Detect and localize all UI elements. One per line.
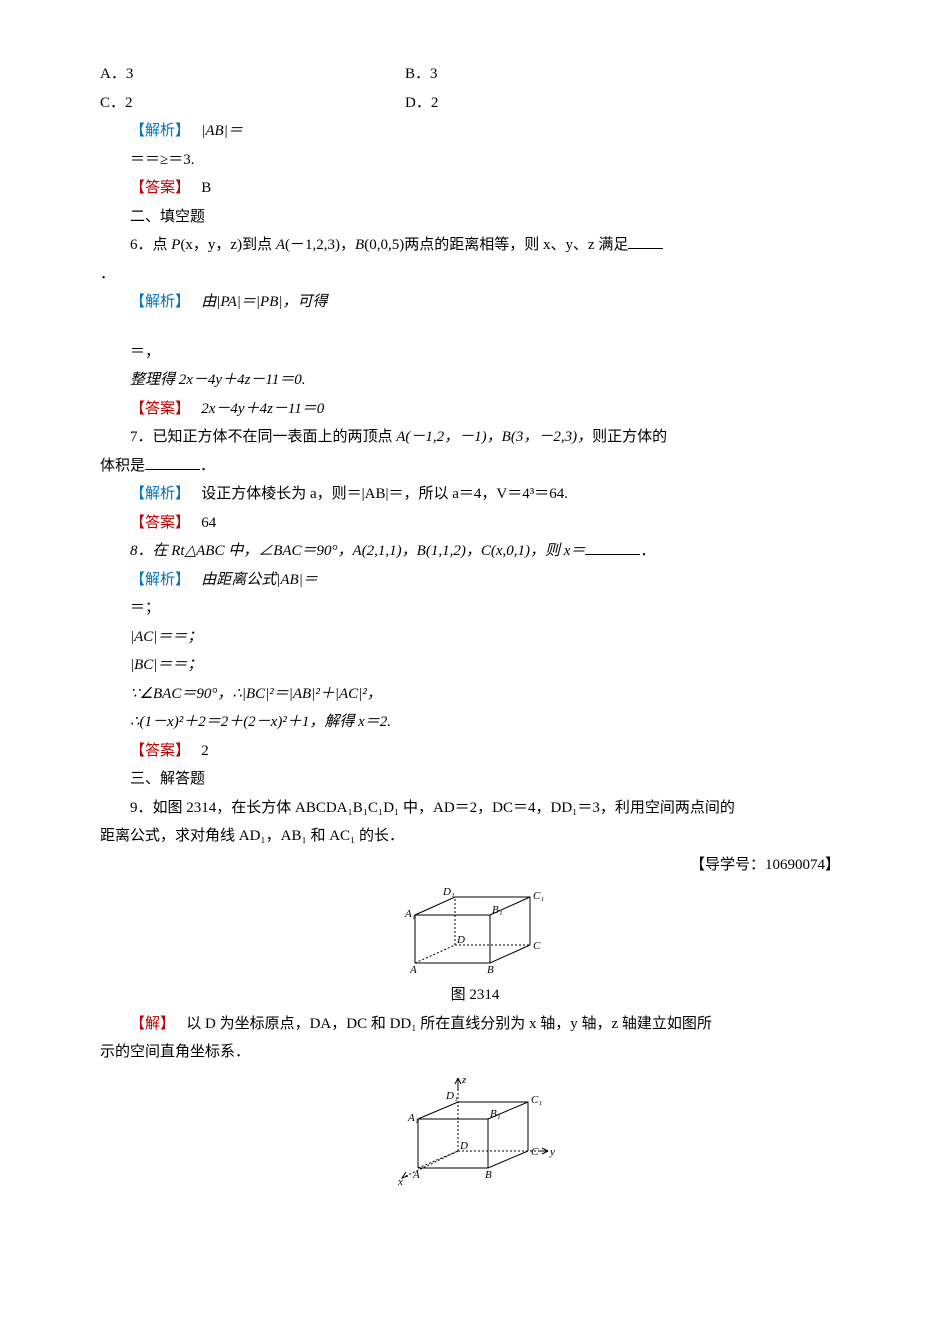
q6-argsa: (－1,2,3)， [285,237,355,253]
q8-a: 8．在 Rt△ABC 中，∠BAC＝90°，A(2,1,1)，B(1,1,2)，… [130,543,585,559]
q7-tail: ． [200,458,215,474]
q5-analysis-l2: ＝＝≥＝3. [100,146,850,175]
q7-l2: 体积是 [100,458,145,474]
q9-sol: 【解】 以 D 为坐标原点，DA，DC 和 DD₁ 所在直线分别为 x 轴，y … [100,1010,850,1039]
answer-label: 【答案】 [130,180,198,196]
q6-ans-lbl: 【答案】 [130,401,198,417]
q7-ans-lbl: 【答案】 [130,515,198,531]
q7-line2: 体积是 ． [100,452,850,481]
svg-text:D: D [456,934,465,946]
q7-ana: 【解析】 设正方体棱长为 a，则＝|AB|＝，所以 a＝4，V＝4³＝64. [100,480,850,509]
svg-text:C: C [533,940,541,952]
q8-ana-txt: 由距离公式|AB|＝ [201,572,318,588]
q6-argsb: (0,0,5) [364,237,404,253]
q8-l5: ∵∠BAC＝90°，∴|BC|²＝|AB|²＋|AC|²， [100,680,850,709]
q8-l6: ∴(1－x)²＋2＝2＋(2－x)²＋1，解得 x＝2. [100,708,850,737]
q7-ans-txt: 64 [201,515,216,531]
svg-text:D₁: D₁ [442,886,455,898]
q6-b: 到点 [242,237,276,253]
q8-ans-txt: 2 [201,743,209,759]
choice-d: D．2 [405,89,438,118]
svg-text:C: C [531,1146,539,1158]
analysis-text: |AB|＝ [201,123,243,139]
q7-args: A(－1,2，－1)，B(3，－2,3)， [396,429,592,445]
analysis-label: 【解析】 [130,123,198,139]
q8-ans-lbl: 【答案】 [130,743,198,759]
q7-ans: 【答案】 64 [100,509,850,538]
q5-analysis: 【解析】 |AB|＝ [100,117,850,146]
q6-line1: 6．点 P(x，y，z)到点 A(－1,2,3)，B(0,0,5)两点的距离相等… [100,231,850,260]
q6-blank-line [100,317,850,338]
q9-sol-lbl: 【解】 [130,1016,183,1032]
svg-text:D: D [459,1140,468,1152]
choice-b: B．3 [405,60,438,89]
svg-text:A: A [409,964,417,975]
svg-text:B: B [485,1169,492,1181]
choice-a: A．3 [100,60,405,89]
q5-answer: 【答案】 B [100,174,850,203]
q7-ana-txt: 设正方体棱长为 a，则＝|AB|＝，所以 a＝4，V＝4³＝64. [201,486,568,502]
q8-tail: ． [640,543,655,559]
q7-b: 则正方体的 [592,429,667,445]
q6-ana-l2: ＝， [100,338,850,367]
q9-line1: 9．如图 2­3­14，在长方体 ABCD­A₁B₁C₁D₁ 中，AD＝2，DC… [100,794,850,823]
figure-2314: A B C D A₁ B₁ C₁ D₁ [100,885,850,975]
svg-text:B₁: B₁ [492,904,503,916]
section-2-title: 二、填空题 [100,203,850,232]
figure-coord: A B C D A₁ B₁ C₁ D₁ z y x [100,1073,850,1188]
section-3-title: 三、解答题 [100,765,850,794]
q6-c: 两点的距离相等，则 x、y、z 满足 [404,237,628,253]
svg-text:x: x [397,1176,403,1188]
q8-ans: 【答案】 2 [100,737,850,766]
q6-tail: ． [100,260,850,289]
q6-ans-txt: 2x－4y＋4z－11＝0 [201,401,324,417]
answer-text: B [201,180,211,196]
q8-ana: 【解析】 由距离公式|AB|＝ [100,566,850,595]
q9-sol-txt: 以 D 为坐标原点，DA，DC 和 DD₁ 所在直线分别为 x 轴，y 轴，z … [186,1016,712,1032]
q6-ana-txt: 由|PA|＝|PB|，可得 [201,294,327,310]
q6-argsp: (x，y，z) [180,237,242,253]
q6-blank [628,233,663,249]
q8-l4: |BC|＝＝； [100,651,850,680]
svg-text:z: z [461,1074,467,1086]
choice-row-ab: A．3 B．3 [100,60,850,89]
q7-ana-lbl: 【解析】 [130,486,198,502]
svg-text:A: A [412,1169,420,1181]
svg-text:A₁: A₁ [407,1112,419,1124]
q8-ana-lbl: 【解析】 [130,572,198,588]
svg-text:B: B [487,964,494,975]
svg-text:D₁: D₁ [445,1090,458,1102]
q8-l2: ＝； [100,594,850,623]
q6-A: A [276,237,285,253]
q8-blank [585,539,640,555]
choice-row-cd: C．2 D．2 [100,89,850,118]
choice-c: C．2 [100,89,405,118]
svg-text:C₁: C₁ [531,1094,542,1106]
q8-l3: |AC|＝＝； [100,623,850,652]
figure-2314-caption: 图 2­3­14 [100,981,850,1010]
q7-a: 7．已知正方体不在同一表面上的两顶点 [130,429,396,445]
q6-ana-lbl: 【解析】 [130,294,198,310]
q8-line1: 8．在 Rt△ABC 中，∠BAC＝90°，A(2,1,1)，B(1,1,2)，… [100,537,850,566]
q9-tag: 【导学号：10690074】 [100,851,850,880]
q6-ana: 【解析】 由|PA|＝|PB|，可得 [100,288,850,317]
q6-ana-l3: 整理得 2x－4y＋4z－11＝0. [100,366,850,395]
q7-line1: 7．已知正方体不在同一表面上的两顶点 A(－1,2，－1)，B(3，－2,3)，… [100,423,850,452]
svg-text:C₁: C₁ [533,890,544,902]
q7-blank [145,454,200,470]
q6-a: 6．点 [130,237,171,253]
q6-ans: 【答案】 2x－4y＋4z－11＝0 [100,395,850,424]
q9-sol-l2: 示的空间直角坐标系． [100,1038,850,1067]
svg-text:y: y [549,1146,555,1158]
svg-text:A₁: A₁ [404,908,416,920]
svg-text:B₁: B₁ [490,1108,501,1120]
q6-B: B [355,237,364,253]
q9-line2: 距离公式，求对角线 AD₁，AB₁ 和 AC₁ 的长． [100,822,850,851]
